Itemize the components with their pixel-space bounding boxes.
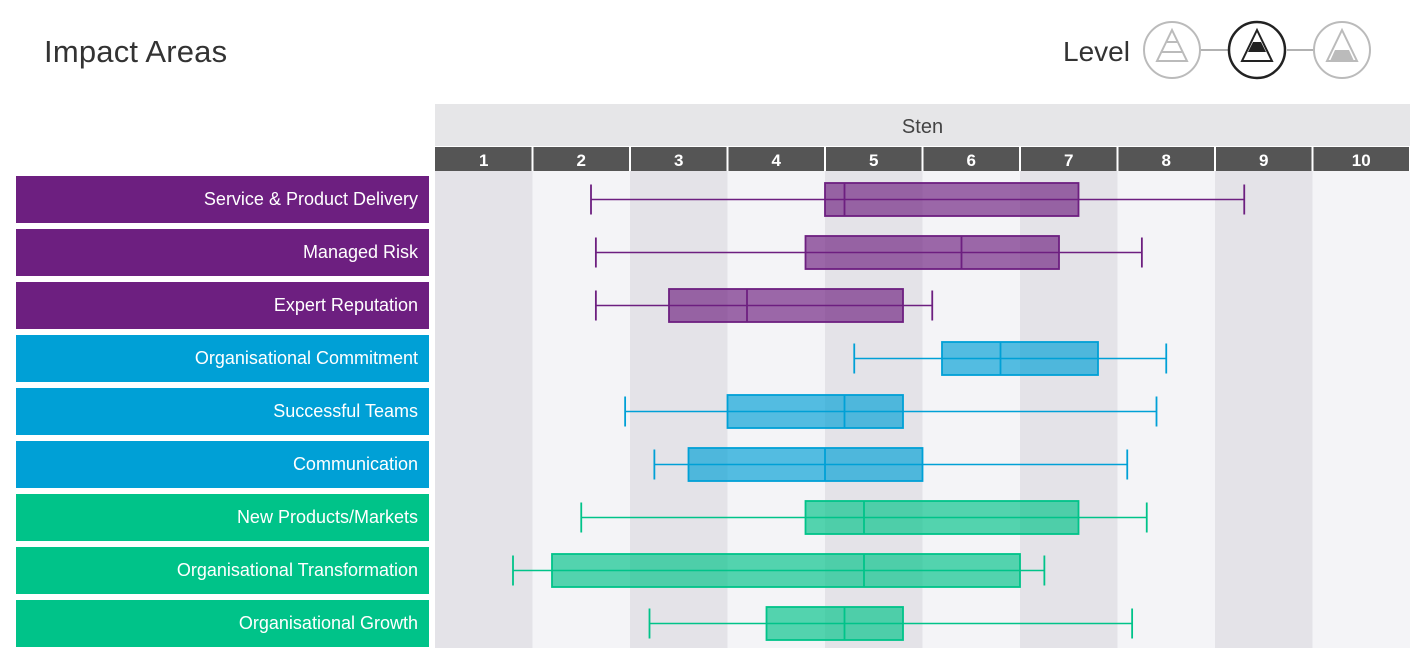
axis-title: Sten [902,116,943,138]
row-label-expert-reputation: Expert Reputation [16,282,429,329]
row-label-organisational-transformation: Organisational Transformation [16,547,429,594]
tick-cell-9 [1216,147,1312,171]
mid-level-icon[interactable] [1227,20,1287,80]
iqr-box [551,553,1021,588]
tick-cell-10 [1313,147,1409,171]
iqr-box [687,447,924,482]
row-label-new-products-markets: New Products/Markets [16,494,429,541]
tick-cell-6 [923,147,1019,171]
column-stripe-8 [1117,171,1215,648]
iqr-box [804,235,1060,270]
iqr-box [726,394,904,429]
column-stripe-10 [1312,171,1410,648]
tick-label-6: 6 [967,151,976,170]
column-stripe-1 [435,171,533,648]
tick-cell-8 [1118,147,1214,171]
axis-title-band [435,104,1410,146]
boxplot-communication [653,447,1129,482]
row-label-organisational-commitment: Organisational Commitment [16,335,429,382]
level-label: Level [1063,36,1130,67]
boxplot-service-product-delivery [590,182,1246,217]
low-level-icon[interactable] [1143,21,1201,79]
iqr-box [941,341,1099,376]
iqr-box [668,288,904,323]
tick-cell-1 [435,147,532,171]
row-label-successful-teams: Successful Teams [16,388,429,435]
tick-label-1: 1 [479,151,488,170]
boxplot-managed-risk [594,235,1143,270]
tick-label-10: 10 [1352,151,1371,170]
row-label-service-product-delivery: Service & Product Delivery [16,176,429,223]
tick-label-3: 3 [674,151,683,170]
boxplot-new-products-markets [580,500,1148,535]
iqr-box [804,500,1080,535]
page-title: Impact Areas [44,34,228,69]
tick-label-7: 7 [1064,151,1073,170]
row-label-managed-risk: Managed Risk [16,229,429,276]
row-label-communication: Communication [16,441,429,488]
tick-cell-3 [631,147,727,171]
boxplot-organisational-transformation [512,553,1046,588]
boxplot-successful-teams [624,394,1158,429]
tick-cell-5 [826,147,922,171]
row-label-organisational-growth: Organisational Growth [16,600,429,647]
tick-label-2: 2 [577,151,586,170]
column-stripe-9 [1215,171,1313,648]
tick-cell-2 [533,147,629,171]
tick-label-5: 5 [869,151,878,170]
tick-cell-7 [1021,147,1117,171]
high-level-icon[interactable] [1313,21,1371,79]
boxplot-expert-reputation [594,288,934,323]
boxplot-organisational-commitment [853,341,1168,376]
tick-label-8: 8 [1162,151,1171,170]
tick-label-9: 9 [1259,151,1268,170]
tick-cell-4 [728,147,824,171]
tick-label-4: 4 [772,151,782,170]
iqr-box [765,606,904,641]
iqr-box [824,182,1080,217]
boxplot-organisational-growth [648,606,1134,641]
level-selector [1143,20,1371,80]
